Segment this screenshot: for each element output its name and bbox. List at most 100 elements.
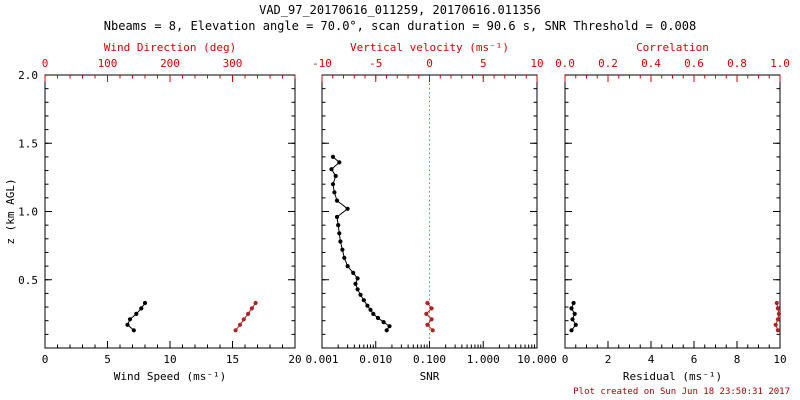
series-point-vertical-velocity bbox=[425, 300, 430, 306]
tick-label: 0.4 bbox=[641, 57, 661, 70]
tick-label: 0.8 bbox=[727, 57, 747, 70]
series-point-correlation bbox=[775, 328, 781, 333]
series-point-vertical-velocity bbox=[430, 328, 435, 333]
tick-label: 10 bbox=[163, 353, 176, 366]
panel-snr: 0.001 0.010 0.100 1.000 10.000 SNR -10 -5 0 5 10 Ve… bbox=[305, 41, 556, 383]
plot-box-snr bbox=[321, 74, 538, 349]
panel-residual: 0 2 4 6 8 10 Residual (ms⁻¹) 0.0 0.2 0.4 0.6 0.8 1.0… bbox=[555, 41, 790, 383]
tick-label: 1.000 bbox=[467, 353, 500, 366]
series-point-wind-direction bbox=[253, 300, 258, 306]
series-point-snr-profile bbox=[351, 270, 356, 275]
series-point-vertical-velocity bbox=[429, 317, 434, 322]
series-point-wind-speed bbox=[139, 306, 144, 311]
axis-label-residual-top: Correlation bbox=[636, 41, 709, 54]
series-point-vertical-velocity bbox=[424, 311, 429, 316]
series-point-wind-direction bbox=[246, 311, 251, 316]
tick-label: 4 bbox=[648, 353, 655, 366]
tick-label: 0 bbox=[562, 353, 569, 366]
series-point-wind-speed bbox=[131, 328, 136, 333]
series-point-wind-direction bbox=[249, 306, 254, 311]
tick-label: -5 bbox=[369, 57, 382, 70]
series-point-snr-profile bbox=[333, 173, 338, 179]
series-point-snr-profile bbox=[384, 328, 389, 333]
series-point-snr-profile bbox=[330, 154, 336, 159]
tick-label: 6 bbox=[691, 353, 698, 366]
tick-label: 0.100 bbox=[413, 353, 446, 366]
tick-label: 0 bbox=[426, 57, 433, 70]
series-point-residual bbox=[569, 306, 574, 311]
series-point-correlation bbox=[775, 306, 781, 311]
plot-created-timestamp: Plot created on Sun Jun 18 23:50:31 2017 bbox=[573, 387, 790, 397]
series-point-snr-profile bbox=[334, 214, 340, 220]
tick-label: 0 bbox=[42, 353, 49, 366]
series-point-snr-profile bbox=[355, 276, 360, 281]
axis-label-residual-bottom: Residual (ms⁻¹) bbox=[623, 370, 722, 383]
axis-label-z: z (km AGL) bbox=[4, 178, 17, 244]
tick-label: -10 bbox=[312, 57, 332, 70]
tick-label: 1.0 bbox=[18, 206, 38, 219]
tick-label: 300 bbox=[223, 57, 243, 70]
series-point-snr-profile bbox=[365, 303, 370, 308]
tick-label: 15 bbox=[226, 353, 239, 366]
series-point-snr-profile bbox=[381, 320, 386, 325]
series-point-residual bbox=[571, 300, 576, 306]
series-point-snr-profile bbox=[342, 255, 347, 260]
series-point-snr-profile bbox=[353, 281, 358, 286]
tick-label: 0.2 bbox=[598, 57, 618, 70]
series-point-snr-profile bbox=[361, 298, 366, 303]
tick-label: 20 bbox=[288, 353, 301, 366]
tick-label: 5 bbox=[480, 57, 487, 70]
series-point-snr-profile bbox=[338, 239, 343, 244]
plot-title: VAD_97_20170616_011259, 20170616.011356 bbox=[259, 3, 541, 17]
series-point-snr-profile bbox=[355, 287, 360, 292]
tick-label: 1.5 bbox=[18, 137, 38, 150]
series-point-correlation bbox=[776, 311, 782, 316]
series-point-residual bbox=[569, 328, 574, 333]
tick-label: 0.0 bbox=[555, 57, 575, 70]
plot-box-residual bbox=[564, 74, 781, 349]
series-line-snr-profile bbox=[330, 156, 391, 331]
series-point-snr-profile bbox=[336, 223, 341, 228]
tick-label: 8 bbox=[734, 353, 741, 366]
series-point-snr-profile bbox=[337, 160, 342, 165]
tick-label: 0.5 bbox=[18, 274, 38, 287]
series-point-wind-direction bbox=[241, 317, 246, 322]
series-point-residual bbox=[572, 311, 577, 316]
series-point-correlation bbox=[775, 317, 781, 322]
axis-label-snr-bottom: SNR bbox=[420, 370, 440, 383]
tick-label: 10.000 bbox=[517, 353, 557, 366]
series-point-wind-speed bbox=[127, 317, 133, 322]
series-point-snr-profile bbox=[340, 247, 345, 252]
series-point-wind-speed bbox=[142, 300, 148, 306]
series-point-residual bbox=[573, 322, 578, 327]
tick-label: 2 bbox=[605, 353, 612, 366]
series-point-snr-profile bbox=[375, 315, 381, 321]
tick-label: 0 bbox=[42, 57, 49, 70]
plot-subtitle: Nbeams = 8, Elevation angle = 70.0°, sca… bbox=[103, 19, 697, 33]
tick-label: 1.0 bbox=[770, 57, 790, 70]
series-point-snr-profile bbox=[334, 198, 340, 203]
series-point-correlation bbox=[774, 300, 779, 306]
tick-label: 0.6 bbox=[684, 57, 704, 70]
series-point-snr-profile bbox=[330, 182, 336, 187]
series-point-wind-direction bbox=[237, 322, 243, 327]
series-point-correlation bbox=[773, 322, 778, 327]
tick-label: 100 bbox=[98, 57, 118, 70]
series-point-snr-profile bbox=[345, 206, 350, 211]
axis-label-snr-top: Vertical velocity (ms⁻¹) bbox=[350, 41, 509, 54]
tick-label: 0.001 bbox=[305, 353, 338, 366]
series-point-vertical-velocity bbox=[425, 322, 430, 327]
series-point-snr-profile bbox=[345, 264, 350, 269]
series-point-snr-profile bbox=[371, 311, 376, 316]
series-point-snr-profile bbox=[387, 324, 392, 329]
series-point-snr-profile bbox=[358, 292, 363, 297]
tick-label: 10 bbox=[773, 353, 786, 366]
plot-box-wind bbox=[44, 74, 296, 349]
tick-label: 200 bbox=[160, 57, 180, 70]
tick-label: 0.010 bbox=[359, 353, 392, 366]
series-point-wind-speed bbox=[134, 311, 139, 316]
series-point-snr-profile bbox=[332, 190, 337, 195]
series-point-snr-profile bbox=[368, 307, 373, 312]
